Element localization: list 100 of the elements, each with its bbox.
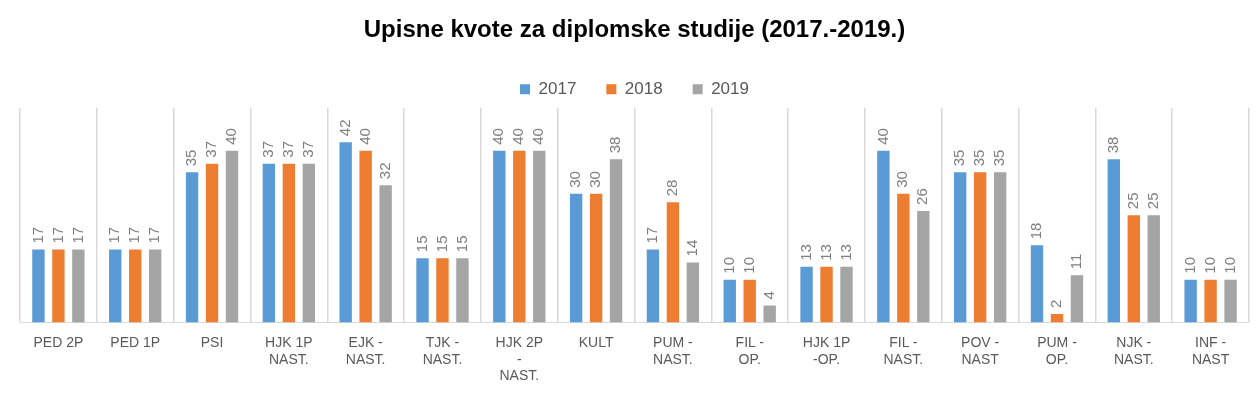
bar — [72, 249, 85, 323]
bar — [1184, 279, 1197, 323]
bar — [262, 163, 276, 323]
x-tick-label: PUM - NAST. — [653, 333, 694, 367]
data-label: 13 — [836, 244, 854, 261]
bar — [1127, 215, 1140, 323]
bar — [416, 258, 429, 323]
bar — [379, 185, 392, 323]
bar — [109, 249, 122, 323]
bar — [953, 172, 967, 323]
x-tick-label: HJK 1P NAST. — [265, 333, 313, 367]
data-label: 30 — [566, 171, 584, 188]
x-tick-label: PED 2P — [33, 333, 84, 350]
bar — [185, 172, 199, 323]
x-tick-label: PSI — [200, 333, 224, 350]
data-label: 37 — [278, 140, 296, 158]
bar — [149, 249, 162, 323]
bar — [52, 249, 65, 323]
bar — [1204, 279, 1217, 323]
bar — [917, 210, 930, 323]
data-label: 10 — [1220, 256, 1238, 274]
bar — [205, 163, 219, 323]
data-label: 37 — [259, 140, 277, 158]
data-label: 25 — [1123, 192, 1141, 210]
bar — [359, 150, 372, 323]
data-label: 18 — [1027, 222, 1045, 240]
bar — [493, 150, 506, 323]
x-tick-label: FIL - OP. — [735, 333, 765, 367]
bar — [800, 266, 813, 323]
data-label: 35 — [970, 149, 988, 167]
data-label: 2 — [1047, 299, 1065, 309]
x-tick-label: KULT — [578, 333, 614, 350]
bar — [686, 262, 700, 323]
data-label: 10 — [719, 256, 737, 274]
bar — [840, 266, 853, 323]
bar — [1050, 314, 1064, 323]
data-label: 17 — [643, 226, 661, 244]
bar — [456, 258, 469, 323]
x-tick-label: PED 1P — [110, 333, 161, 350]
x-tick-label: FIL - NAST. — [883, 333, 924, 367]
bar — [723, 279, 736, 323]
data-label: 10 — [739, 256, 757, 274]
data-label: 32 — [375, 162, 393, 180]
bar — [743, 279, 756, 323]
data-label: 28 — [663, 179, 681, 197]
legend-label: 2017 — [538, 78, 577, 98]
data-label: 13 — [816, 244, 834, 261]
bar — [1070, 275, 1084, 323]
data-label: 35 — [950, 149, 968, 167]
data-label: 37 — [298, 140, 316, 158]
data-label: 40 — [873, 128, 891, 145]
x-tick-label: EJK - NAST. — [345, 333, 386, 367]
data-label: 13 — [796, 244, 814, 261]
bar — [533, 150, 546, 323]
data-label: 26 — [913, 188, 931, 205]
data-label: 15 — [432, 235, 450, 253]
legend-label: 2018 — [624, 78, 663, 98]
bar — [820, 266, 833, 323]
bar — [646, 249, 660, 323]
x-tick-label: PUM - OP. — [1037, 333, 1078, 367]
x-tick-label: NJK - NAST. — [1113, 333, 1154, 367]
data-label: 10 — [1200, 256, 1218, 274]
data-label: 42 — [335, 119, 353, 137]
bar — [589, 193, 603, 323]
bar — [609, 159, 623, 323]
data-label: 17 — [125, 226, 143, 244]
data-label: 17 — [48, 226, 66, 244]
chart-title: Upisne kvote za diplomske studije (2017.-2019.) — [363, 15, 906, 43]
bar — [302, 163, 316, 323]
x-tick-label: INF - NAST — [1191, 333, 1230, 367]
bar — [897, 193, 910, 323]
data-label: 4 — [759, 291, 777, 300]
x-tick-label: HJK 2P - NAST. — [495, 333, 544, 384]
bar — [225, 150, 239, 323]
data-label: 17 — [145, 226, 163, 244]
bar — [569, 193, 583, 323]
data-label: 10 — [1180, 256, 1198, 274]
data-label: 40 — [509, 128, 527, 145]
bar — [1147, 215, 1160, 323]
bar — [1224, 279, 1237, 323]
data-label: 11 — [1067, 253, 1085, 270]
data-label: 40 — [489, 128, 507, 145]
data-label: 17 — [28, 226, 46, 244]
data-label: 30 — [893, 171, 911, 188]
bar — [436, 258, 449, 323]
data-label: 15 — [412, 235, 430, 253]
bar — [32, 249, 45, 323]
bar — [1107, 159, 1120, 323]
bar — [666, 202, 680, 323]
data-label: 38 — [606, 136, 624, 154]
data-label: 14 — [683, 239, 701, 257]
bar — [763, 305, 776, 323]
bar — [877, 150, 890, 323]
x-tick-label: POV - NAST — [961, 333, 1000, 367]
bar — [973, 172, 987, 323]
bar — [513, 150, 526, 323]
legend-label: 2019 — [711, 78, 749, 98]
bar — [282, 163, 296, 323]
data-label: 30 — [586, 171, 604, 188]
data-label: 37 — [202, 140, 220, 158]
